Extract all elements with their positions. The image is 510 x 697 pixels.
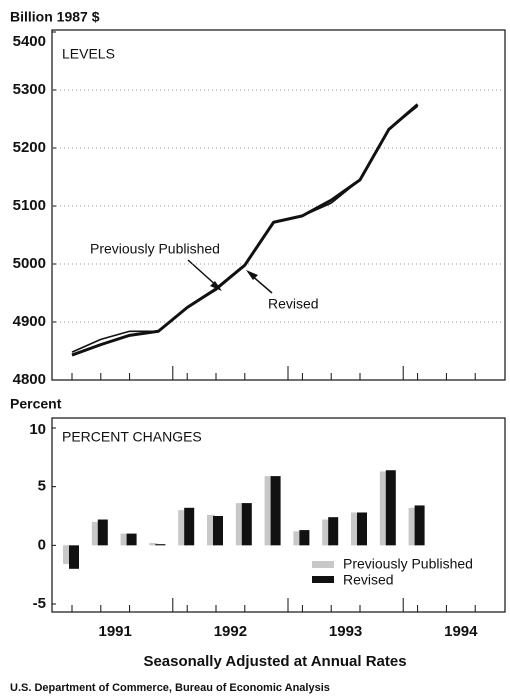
panel-label: LEVELS: [62, 46, 115, 62]
y-tick-label: 5000: [13, 255, 46, 272]
bar: [126, 533, 137, 546]
y-tick-label: 4800: [13, 371, 46, 388]
y-tick-label: -5: [33, 595, 46, 612]
bottom-frame: [51, 417, 506, 613]
line: [71, 103, 419, 357]
bar: [241, 503, 252, 546]
y-axis-label: Percent: [10, 396, 62, 412]
bar: [178, 510, 187, 546]
bar: [69, 545, 79, 569]
bar: [184, 507, 195, 546]
bar: [322, 519, 331, 546]
y-tick-label: 10: [29, 421, 46, 438]
bar: [97, 519, 108, 546]
bar: [213, 516, 223, 546]
annotation: Revised: [268, 296, 319, 312]
x-tick-label: 1992: [214, 623, 247, 640]
bar: [293, 531, 302, 546]
panel-label: PERCENT CHANGES: [62, 429, 202, 445]
line: [71, 105, 419, 353]
x-tick-label: 1993: [329, 623, 362, 640]
x-tick-label: 1991: [99, 623, 132, 640]
bar: [414, 505, 425, 546]
y-axis-label: Billion 1987 $: [10, 9, 100, 25]
source: U.S. Department of Commerce, Bureau of E…: [10, 682, 330, 694]
bar: [264, 476, 273, 546]
bar: [379, 471, 388, 546]
y-tick-label: 0: [38, 536, 46, 553]
bar: [385, 470, 396, 546]
y-tick-label: 5400: [13, 33, 46, 50]
arrow: [187, 259, 219, 288]
bar: [270, 476, 281, 546]
y-tick-label: 5300: [13, 81, 46, 98]
bar: [328, 517, 339, 546]
legend-label: Revised: [343, 572, 394, 588]
y-tick-label: 5100: [13, 197, 46, 214]
arrow-head: [246, 270, 258, 280]
bar: [63, 545, 71, 565]
x-axis-title: Seasonally Adjusted at Annual Rates: [143, 653, 406, 670]
bar: [235, 503, 244, 546]
legend-swatch: [312, 561, 334, 568]
legend-label: Previously Published: [343, 556, 473, 572]
x-tick-label: 1994: [444, 623, 478, 640]
y-tick-label: 4900: [13, 313, 46, 330]
top-frame: [51, 29, 506, 381]
bar: [357, 512, 367, 546]
bar: [351, 512, 359, 546]
y-tick-label: 5200: [13, 139, 46, 156]
bar: [120, 533, 129, 546]
bar: [91, 521, 100, 546]
y-tick-label: 5: [38, 478, 46, 495]
bar: [408, 507, 417, 546]
legend-swatch: [312, 576, 334, 583]
annotation: Previously Published: [90, 241, 220, 257]
bar: [155, 544, 166, 546]
bar: [149, 542, 158, 546]
bar: [207, 514, 215, 546]
bar: [299, 530, 310, 546]
